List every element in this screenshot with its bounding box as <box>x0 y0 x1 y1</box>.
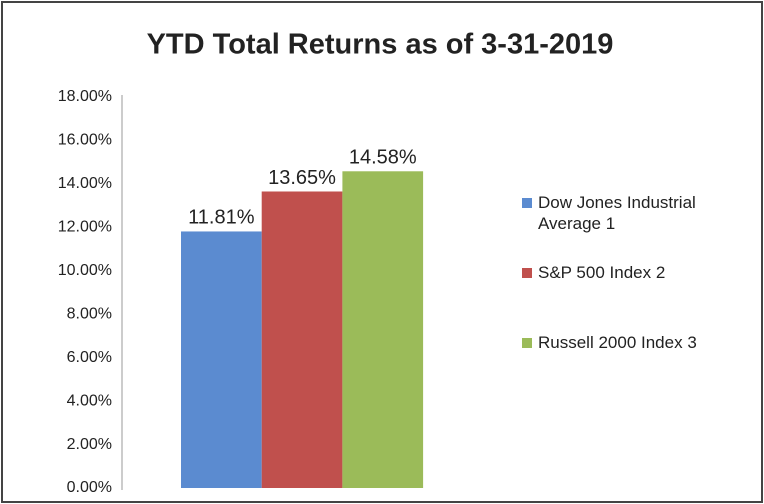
y-tick-label: 14.00% <box>58 175 112 192</box>
legend-swatch <box>522 268 532 278</box>
legend-label: S&P 500 Index 2 <box>538 263 666 282</box>
y-tick-label: 18.00% <box>58 88 112 105</box>
legend-item: S&P 500 Index 2 <box>522 262 728 283</box>
y-tick-label: 0.00% <box>67 479 112 496</box>
y-tick-label: 12.00% <box>58 219 112 236</box>
chart-title: YTD Total Returns as of 3-31-2019 <box>147 29 614 61</box>
y-tick-label: 16.00% <box>58 132 112 149</box>
legend-item: Russell 2000 Index 3 <box>522 332 728 353</box>
y-tick-label: 8.00% <box>67 305 112 322</box>
legend-label: Russell 2000 Index 3 <box>538 333 697 352</box>
legend-item: Dow Jones Industrial Average 1 <box>522 192 728 234</box>
bar <box>342 171 424 489</box>
legend-swatch <box>522 198 532 208</box>
y-tick-label: 6.00% <box>67 349 112 366</box>
y-tick-label: 10.00% <box>58 262 112 279</box>
y-tick-label: 4.00% <box>67 392 112 409</box>
value-label: 14.58% <box>349 147 417 169</box>
bar <box>181 231 262 488</box>
y-tick-label: 2.00% <box>67 436 112 453</box>
legend-label: Dow Jones Industrial Average 1 <box>538 193 696 233</box>
value-label: 13.65% <box>268 167 336 189</box>
legend-swatch <box>522 338 532 348</box>
bar <box>261 191 343 488</box>
value-label: 11.81% <box>188 207 255 229</box>
